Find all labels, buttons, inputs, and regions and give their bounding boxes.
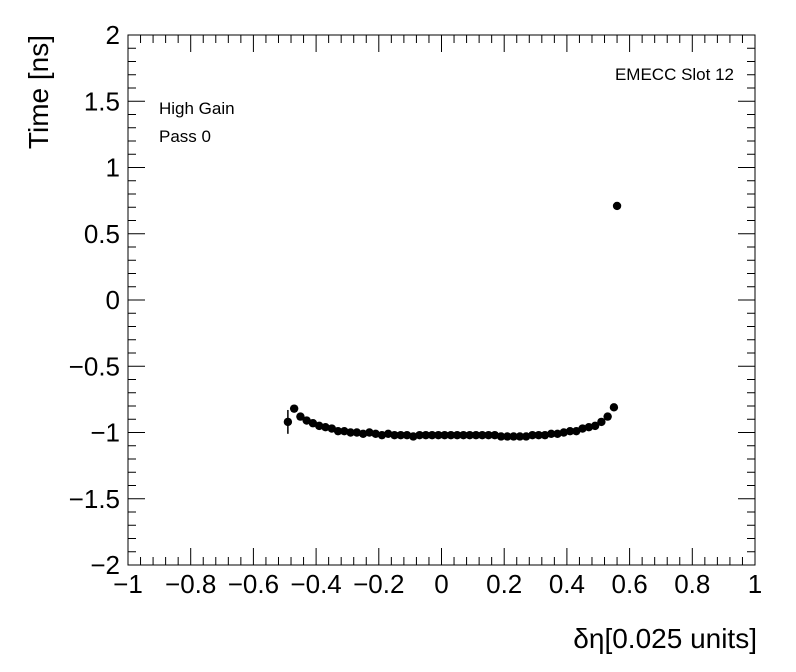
x-tick-label: −0.4 [290,569,341,599]
data-point [490,430,499,440]
data-point [396,430,405,440]
data-point [578,424,587,433]
data-point [590,421,600,431]
axis-ticks [127,34,756,566]
y-tick-label: 0.5 [84,219,120,249]
x-axis-title: δη[0.025 units] [573,623,757,654]
data-point [465,430,474,440]
data-point [496,432,506,441]
data-point [365,428,374,437]
data-point [346,428,355,437]
data-point [327,424,336,433]
y-tick-label: −0.5 [69,351,120,381]
data-point [534,430,543,440]
x-tick-label: −1 [113,569,143,599]
data-point [446,430,456,440]
y-tick-label: 1 [106,153,120,183]
data-point [553,429,562,439]
data-point [540,430,550,440]
data-point [572,426,581,436]
annotation-slot: EMECC Slot 12 [615,65,734,84]
data-point [409,432,418,441]
data-point [603,412,612,421]
x-tick-label: −0.6 [228,569,279,599]
data-point [289,404,299,413]
data-point [584,423,594,432]
data-point [478,430,487,440]
x-tick-label: 0.8 [674,569,710,599]
y-tick-label: 0 [106,285,120,315]
y-tick-label: 1.5 [84,86,120,116]
data-point [521,432,531,441]
data-point [415,430,424,440]
data-point [384,429,393,439]
data-point [509,432,518,441]
data-point [434,430,443,440]
x-tick-labels: −1 −0.8 −0.6 −0.4 −0.2 0 0.2 0.4 0.6 0.8 1 [113,569,762,599]
data-point [321,423,330,432]
data-point [358,429,368,439]
data-point [377,430,387,440]
y-tick-label: −1.5 [69,484,120,514]
x-tick-label: −0.8 [165,569,216,599]
data-point [528,430,537,440]
data-point [612,201,622,211]
data-point [597,417,606,427]
x-tick-label: 0.2 [486,569,522,599]
data-point [352,428,362,437]
data-point [565,426,575,436]
data-point [459,430,468,440]
y-axis-title: Time [ns] [23,35,54,149]
x-tick-label: 0.6 [612,569,648,599]
data-point [421,430,431,440]
data-point [609,403,619,412]
data-point [402,430,412,440]
data-point [427,430,437,440]
data-point [390,430,399,440]
annotation-gain: High Gain [159,99,235,118]
data-point [340,426,349,436]
y-tick-labels: −2 −1.5 −1 −0.5 0 0.5 1 1.5 2 [69,20,120,580]
data-point [503,432,512,441]
x-tick-label: 1 [748,569,762,599]
data-point [547,429,556,439]
data-point [440,430,449,440]
y-tick-label: 2 [106,20,120,50]
data-point [283,417,293,427]
data-point [308,419,318,428]
data-point [515,432,525,441]
x-tick-label: −0.2 [353,569,404,599]
data-point [296,412,305,421]
data-point [333,426,343,436]
y-tick-label: −2 [90,550,120,580]
data-points [283,201,622,441]
data-point [315,421,324,431]
data-point [471,430,481,440]
data-point [559,428,568,437]
x-tick-label: 0.4 [549,569,585,599]
annotation-pass: Pass 0 [159,127,211,146]
data-point [484,430,493,440]
x-tick-label: 0 [434,569,448,599]
data-point [302,416,311,425]
data-point [452,430,462,440]
data-point [371,429,380,439]
y-tick-label: −1 [90,418,120,448]
